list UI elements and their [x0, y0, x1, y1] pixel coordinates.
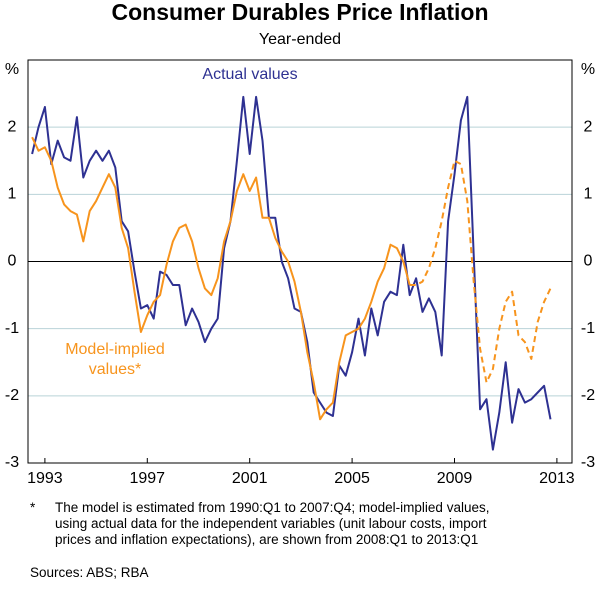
y-tick-label: -3: [5, 454, 19, 471]
series-line: [31, 136, 411, 421]
y-tick-label-right: 0: [584, 253, 593, 270]
y-tick-label: -2: [5, 387, 19, 404]
y-unit-right: %: [581, 61, 595, 78]
x-tick-label: 2009: [437, 470, 473, 487]
source: Sources: ABS; RBA: [30, 565, 149, 580]
y-tick-label-right: -2: [581, 387, 595, 404]
y-tick-label-right: -3: [581, 454, 595, 471]
y-tick-label-right: 2: [584, 118, 593, 135]
chart-subtitle: Year-ended: [259, 31, 341, 48]
y-tick-label-right: -1: [581, 320, 595, 337]
y-tick-label: 0: [8, 253, 17, 270]
legend-text: Model-implied values*: [65, 341, 165, 378]
y-tick-label: -1: [5, 320, 19, 337]
footnote: The model is estimated from 1990:Q1 to 2…: [55, 500, 490, 547]
x-tick-label: 2005: [334, 470, 370, 487]
legend-label: Model-implied values*: [65, 341, 165, 378]
y-tick-label-right: 1: [584, 186, 593, 203]
y-tick-label: 1: [8, 186, 17, 203]
series-line: [31, 95, 552, 451]
legend-text: Actual values: [202, 66, 298, 83]
x-tick-label: 1993: [27, 470, 63, 487]
chart-title: Consumer Durables Price Inflation: [111, 0, 488, 25]
legend-label: Actual values: [202, 66, 298, 83]
x-tick-label: 2001: [232, 470, 268, 487]
series-line-dashed: [409, 159, 552, 384]
x-tick-label: 1997: [129, 470, 165, 487]
footnote-marker: *: [30, 500, 36, 515]
x-tick-label: 2013: [539, 470, 575, 487]
y-tick-label: 2: [8, 118, 17, 135]
y-unit-left: %: [5, 61, 19, 78]
plot-frame: [27, 59, 573, 464]
